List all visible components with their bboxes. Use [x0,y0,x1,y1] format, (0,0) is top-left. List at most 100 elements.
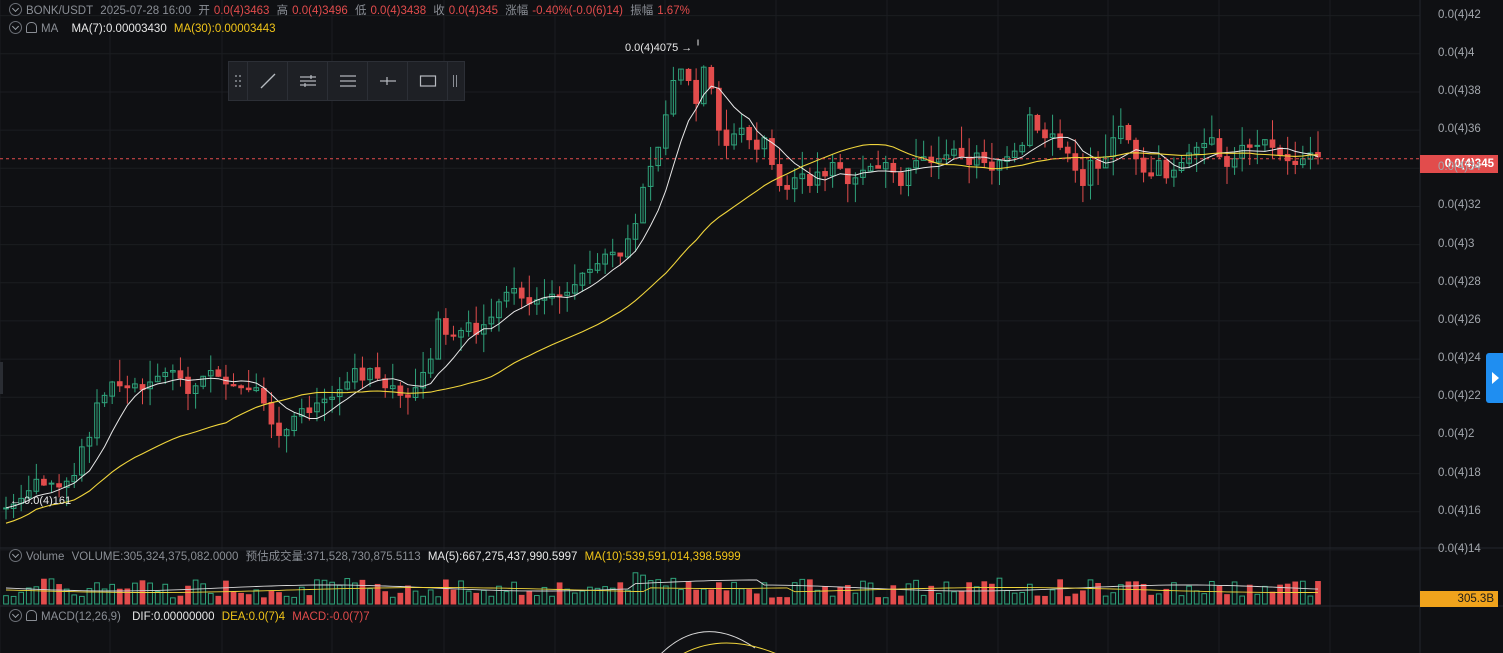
horizontal-lines-tool-icon[interactable] [328,62,368,100]
volume-bar [443,579,449,605]
drawing-toolbar[interactable] [228,61,465,101]
left-panel-handle[interactable] [0,362,3,394]
volume-bar [276,592,282,605]
candle [981,139,988,169]
candle [397,381,404,408]
change-value: -0.40%(-0.0(6)14) [532,5,623,17]
open-value: 0.0(4)3463 [213,5,270,17]
volume-bar [807,579,813,605]
candle [169,364,176,391]
ma-label: MA [41,23,59,35]
ma-collapse-toggle-icon[interactable] [9,21,22,34]
horizontal-ray-tool-icon[interactable] [368,62,408,100]
volume-bar [109,583,116,605]
candle [746,125,753,150]
volume-bar [480,589,487,605]
candle [890,158,897,183]
volume-bar [625,589,631,605]
volume-bar [746,589,753,605]
candle [1110,115,1117,176]
candle [837,153,844,171]
parallel-lines-tool-icon[interactable] [288,62,328,100]
candle [177,357,184,387]
volume-collapse-toggle-icon[interactable] [9,549,22,562]
drag-handle-icon[interactable] [229,62,248,100]
volume-bar [852,592,859,605]
trend-line-tool-icon[interactable] [248,62,288,100]
volume-bar [116,588,123,605]
candle [867,163,874,172]
volume-bar [367,588,373,605]
candle [503,285,510,308]
candle [662,100,669,156]
volume-bar [1239,595,1246,605]
volume-bar [78,595,85,605]
volume-bar [420,595,426,605]
y-tick-label: 0.0(4)22 [1438,390,1481,403]
ohlc-legend: BONK/USDT 2025-07-28 16:00 开 0.0(4)3463 高… [0,3,694,19]
volume-bar [314,579,320,605]
volume-bar [1072,593,1079,605]
volume-bar [1102,595,1109,605]
volume-bar [1208,580,1215,605]
volume-bar [412,590,419,605]
expand-panel-button[interactable] [1486,353,1503,403]
candle [389,363,396,399]
volume-bar [943,581,950,605]
low-marker-label: ← 0.0(4)161 [10,495,72,507]
y-tick-label: 0.0(4)42 [1438,8,1481,21]
volume-bar [33,586,40,605]
candle [56,474,62,498]
volume-bar [1140,583,1147,605]
alert-bell-icon[interactable] [26,22,37,33]
candle [1239,127,1246,172]
candle [1026,107,1033,148]
candle [116,359,123,393]
volume-bar [359,579,366,605]
candle [71,462,78,489]
candle [678,68,684,85]
candle [1148,156,1155,179]
volume-bar [753,593,760,605]
candle [94,389,100,446]
macd-collapse-toggle-icon[interactable] [9,609,22,622]
candle [875,150,881,169]
open-label: 开 [198,5,210,17]
collapse-toggle-icon[interactable] [9,3,22,16]
volume-bar [473,592,480,605]
volume-bar [791,582,798,605]
candle [352,353,358,390]
volume-bar [920,594,927,605]
candle [882,155,889,188]
candle [822,167,828,192]
candle [359,356,366,389]
candle [723,109,730,159]
ma30-line [5,143,1319,524]
macd-alert-bell-icon[interactable] [26,610,37,621]
y-tick-label: 0.0(4)16 [1438,504,1481,517]
volume-bar [1080,590,1086,605]
candle [738,114,745,143]
candle [162,367,169,385]
volume-bar [1095,582,1101,605]
candle [776,147,783,192]
volume-bar [56,584,62,605]
volume-bar [10,595,17,605]
volume-bar [169,597,176,605]
volume-bar [966,582,972,605]
volume-ma5-line [5,579,1319,592]
more-handle-icon[interactable] [448,62,462,100]
candle [124,375,131,404]
candle [412,368,419,401]
candle [602,248,608,275]
candle [185,366,191,411]
volume-bar [647,580,654,605]
volume-bar [534,595,540,605]
volume-bar [1216,585,1223,605]
volume-bar [207,592,214,605]
macd-dea: DEA:0.0(7)4 [221,611,286,623]
rectangle-tool-icon[interactable] [408,62,448,100]
candle [480,304,487,353]
